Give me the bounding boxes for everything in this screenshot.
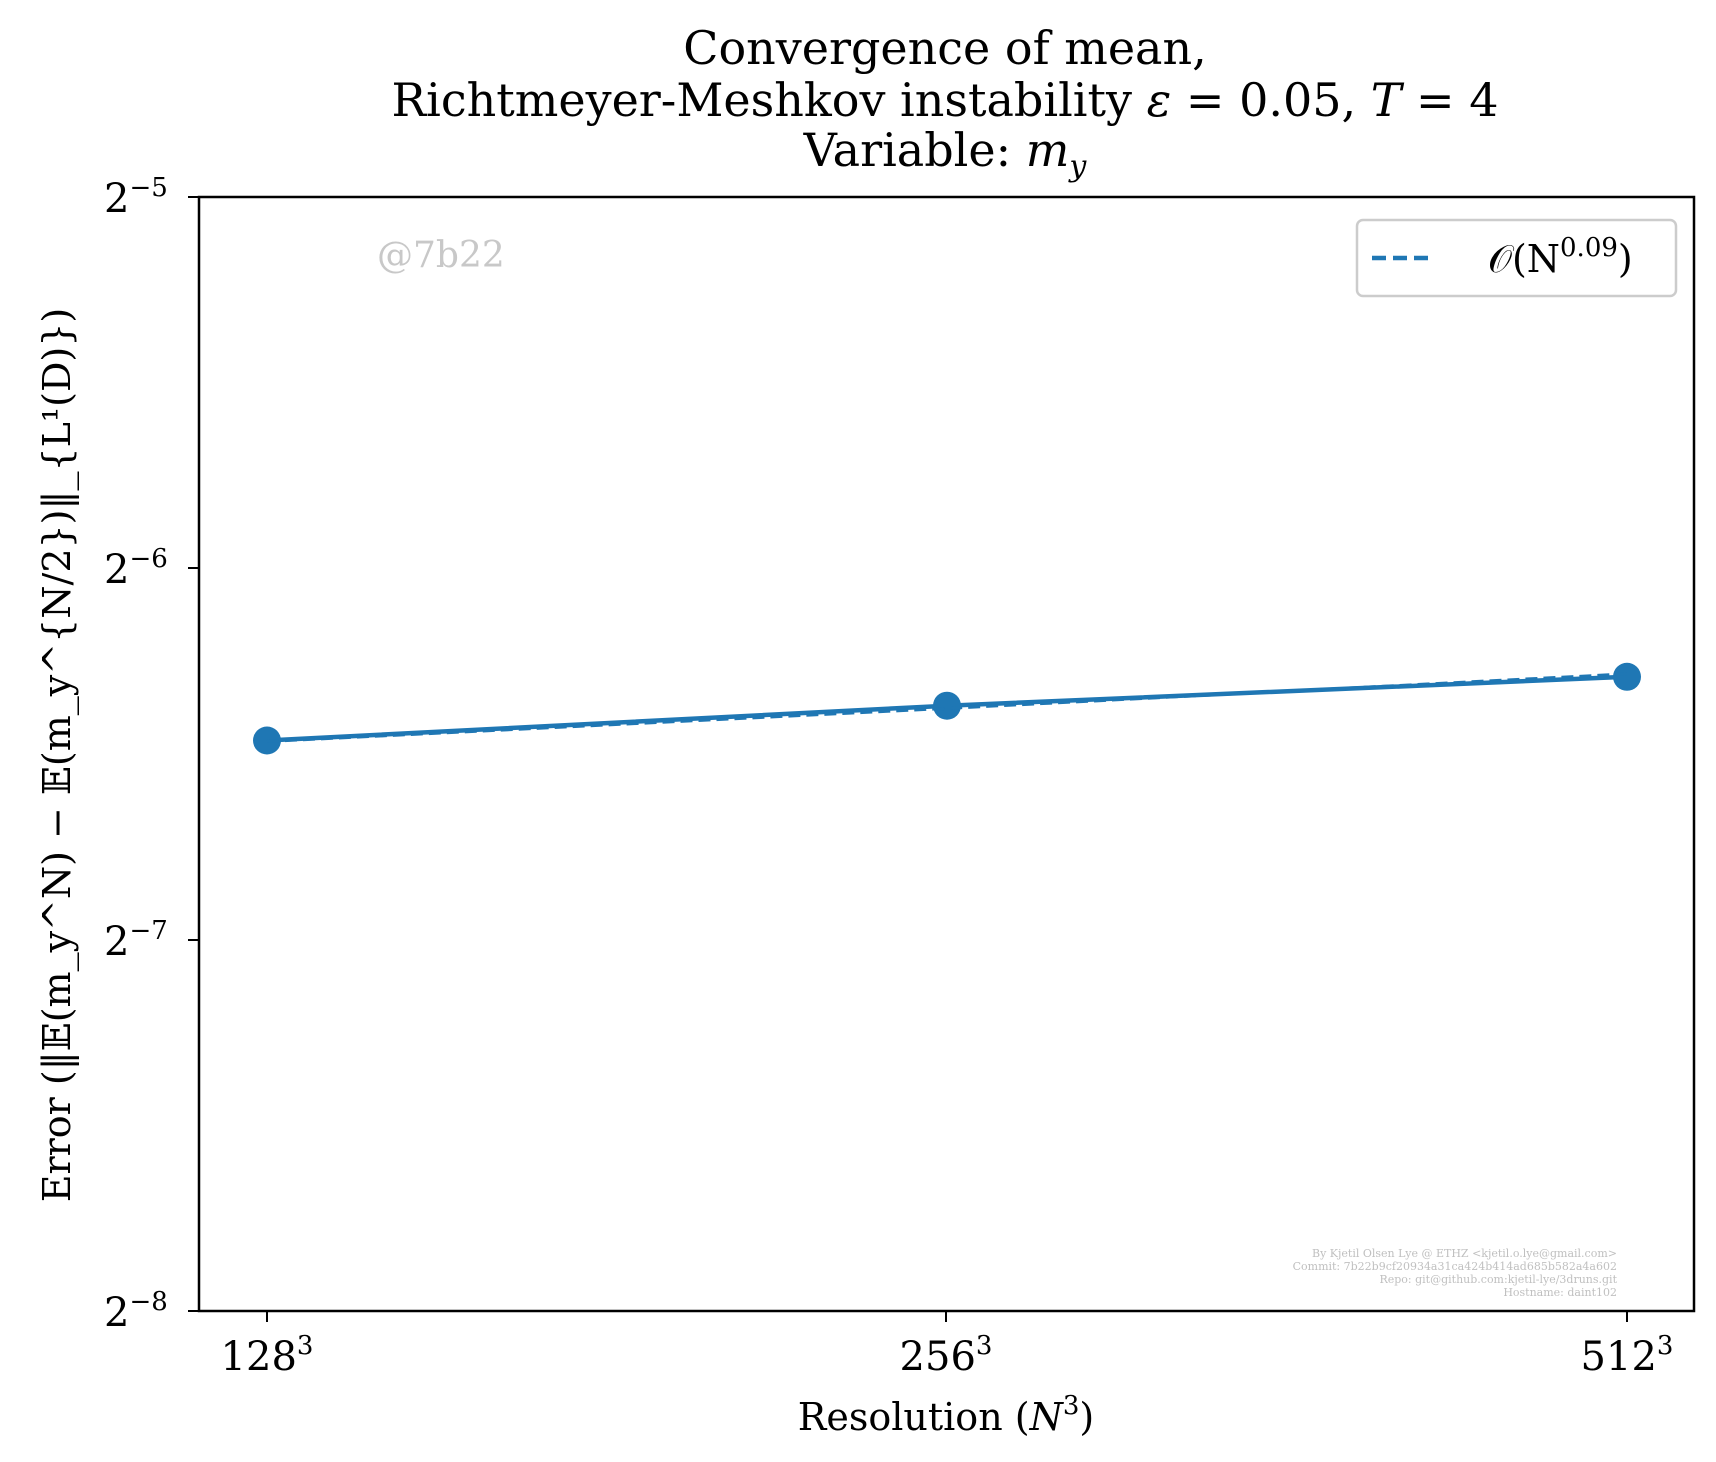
credit-line-4: Hostname: daint102	[1503, 1286, 1617, 1299]
legend-box	[1355, 218, 1678, 298]
x-axis: 1283 2563 5123	[221, 1311, 1674, 1380]
legend-label: 𝒪(N0.09)	[1488, 233, 1633, 281]
legend: 𝒪(N0.09)	[1355, 218, 1678, 298]
credit-line-3: Repo: git@github.com:kjetil-lye/3druns.g…	[1379, 1273, 1617, 1286]
x-tick-label-128: 1283	[221, 1331, 314, 1380]
plot-area	[197, 195, 1696, 1313]
y-axis: 2−5 2−6 2−7 2−8	[104, 173, 199, 1336]
reference-line-series	[266, 672, 1628, 743]
x-tick-label-256: 2563	[900, 1331, 993, 1380]
watermark: @7b22	[377, 235, 505, 276]
chart-title-line-1: Convergence of mean,	[683, 21, 1206, 75]
series-layer	[253, 662, 1641, 755]
x-tick-label-512: 5123	[1581, 1331, 1674, 1380]
data-point-256	[933, 691, 961, 720]
data-point-512	[1613, 662, 1641, 691]
y-tick-label-2e-5: 2−5	[104, 173, 168, 222]
chart-title-line-3: Variable: my	[803, 123, 1088, 184]
x-axis-label: Resolution (N3)	[798, 1391, 1094, 1439]
chart-title-line-2: Richtmeyer-Meshkov instability ε = 0.05,…	[392, 73, 1499, 127]
credit-line-2: Commit: 7b22b9cf20934a31ca424b414ad685b5…	[1293, 1260, 1617, 1273]
credit-line-1: By Kjetil Olsen Lye @ ETHZ <kjetil.o.lye…	[1312, 1247, 1617, 1260]
y-tick-label-2e-6: 2−6	[104, 544, 168, 593]
y-axis-label: Error (‖𝔼(m_y^N) − 𝔼(m_y^{N/2})‖_{L¹(D)}…	[35, 308, 80, 1203]
y-tick-label-2e-7: 2−7	[104, 916, 168, 965]
credits: By Kjetil Olsen Lye @ ETHZ <kjetil.o.lye…	[1293, 1247, 1618, 1299]
y-tick-label-2e-8: 2−8	[104, 1287, 168, 1336]
